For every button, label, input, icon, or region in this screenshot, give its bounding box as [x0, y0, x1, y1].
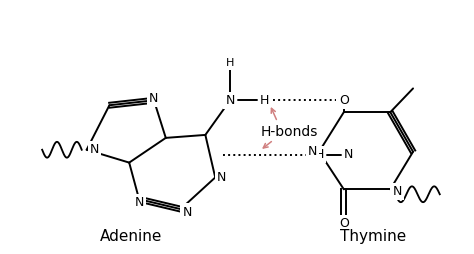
Text: Adenine: Adenine — [100, 229, 163, 244]
Text: O: O — [339, 94, 349, 107]
Text: H: H — [314, 148, 324, 161]
Text: N: N — [392, 185, 401, 198]
Text: N: N — [182, 205, 192, 218]
Text: N: N — [344, 148, 354, 161]
Text: N: N — [217, 171, 227, 184]
Text: H: H — [226, 58, 234, 68]
Text: N: N — [226, 94, 235, 107]
Text: N: N — [135, 196, 144, 209]
Text: Thymine: Thymine — [340, 229, 407, 244]
Text: N: N — [149, 92, 159, 105]
Text: H: H — [260, 94, 269, 107]
Text: O: O — [339, 217, 349, 230]
Text: N: N — [308, 145, 317, 158]
Text: N: N — [90, 143, 99, 156]
Text: H-bonds: H-bonds — [261, 125, 318, 139]
